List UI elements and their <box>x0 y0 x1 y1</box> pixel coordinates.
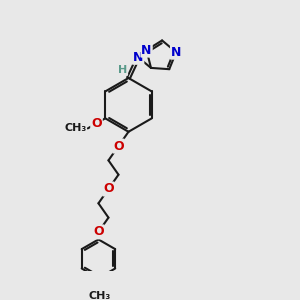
Text: O: O <box>91 117 102 130</box>
Text: O: O <box>103 182 114 196</box>
Text: O: O <box>113 140 124 153</box>
Text: O: O <box>93 225 104 239</box>
Text: N: N <box>141 44 152 57</box>
Text: H: H <box>118 65 127 75</box>
Text: N: N <box>171 46 181 59</box>
Text: N: N <box>133 51 143 64</box>
Text: CH₃: CH₃ <box>89 291 111 300</box>
Text: CH₃: CH₃ <box>64 123 86 134</box>
